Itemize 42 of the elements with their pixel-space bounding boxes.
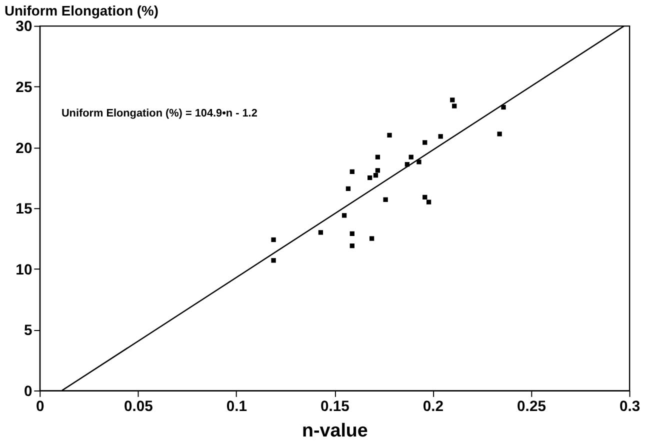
point <box>350 169 354 174</box>
point <box>373 172 378 178</box>
point <box>375 154 380 160</box>
point <box>501 104 506 110</box>
x-tick-label: 0.05 <box>124 398 153 415</box>
x-tick-label: 0.3 <box>619 398 640 415</box>
point <box>350 231 354 236</box>
y-tick-label: 5 <box>24 323 32 340</box>
point <box>346 186 351 192</box>
point <box>342 213 347 218</box>
point <box>368 175 372 180</box>
x-tick-label: 0.25 <box>517 398 546 415</box>
x-tick-label: 0.1 <box>226 398 248 415</box>
point <box>271 237 276 242</box>
y-tick-label: 0 <box>24 384 32 400</box>
point <box>350 243 354 248</box>
point <box>383 197 388 202</box>
point <box>426 200 432 204</box>
y-axis-title: Uniform Elongation (%) <box>4 2 158 18</box>
point <box>422 194 428 200</box>
y-tick-label: 20 <box>16 140 32 157</box>
point <box>318 230 324 235</box>
point <box>369 236 374 241</box>
y-tick-label: 30 <box>16 19 32 36</box>
x-tick-label: 0.15 <box>320 398 350 415</box>
y-tick-label: 25 <box>16 80 32 96</box>
y-tick-label: 15 <box>16 202 32 218</box>
point <box>438 134 443 139</box>
point <box>375 168 380 173</box>
point <box>450 98 455 102</box>
point <box>271 258 276 263</box>
point <box>497 132 502 136</box>
point <box>408 154 414 160</box>
point <box>452 104 457 108</box>
y-tick-label: 10 <box>16 262 32 278</box>
point <box>387 132 392 138</box>
x-tick-label: 0 <box>36 398 44 415</box>
x-axis-title: n-value <box>302 420 368 441</box>
point <box>416 160 422 164</box>
annotation: Uniform Elongation (%) = 104.9•n - 1.2 <box>61 107 258 120</box>
x-tick-label: 0.2 <box>422 398 444 415</box>
point <box>422 140 428 145</box>
